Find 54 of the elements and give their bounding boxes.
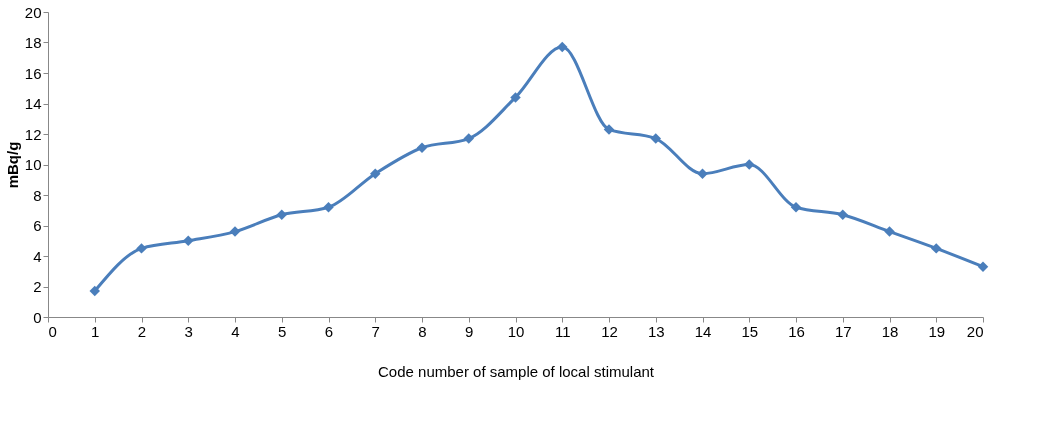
x-tick-label: 5 [278,322,287,340]
point [323,201,334,213]
x-tick-label: 1 [91,322,100,340]
x-tick-label: 3 [184,322,193,340]
y-tick-label: 14 [24,95,42,112]
y-tick-label: 10 [24,156,42,173]
point [370,168,381,179]
point [977,261,989,272]
y-tick-label: 0 [33,308,42,326]
x-tick-label: 11 [554,322,571,340]
y-axis-title: mBq/g [3,141,21,189]
point [931,243,942,254]
point [89,285,100,297]
x-tick-label: 4 [231,322,240,340]
point [790,201,802,213]
y-tick-label: 8 [33,186,42,204]
x-tick-label: 9 [465,322,474,340]
point [837,209,848,221]
x-tick-label: 12 [601,322,618,340]
point [183,235,194,246]
point [276,209,287,221]
x-tick-label: 2 [137,322,147,340]
point [557,41,568,53]
x-tick-label: 13 [647,322,665,340]
y-tick-label: 16 [24,64,42,82]
point [603,124,615,135]
point [650,133,661,144]
point [884,226,895,237]
x-tick-label: 17 [834,322,852,340]
x-tick-label: 15 [741,322,759,340]
x-tick-label: 6 [324,322,334,340]
x-tick-label: 20 [966,322,984,340]
x-tick-label: 14 [694,322,712,340]
point [229,226,241,237]
y-tick-label: 20 [24,3,42,21]
x-tick-label: 18 [881,322,899,340]
y-tick-label: 2 [33,278,42,295]
point [136,243,147,254]
point [697,168,708,179]
x-tick-label: 0 [48,322,57,340]
y-tick-label: 4 [33,247,42,265]
y-tick-label: 12 [24,125,42,143]
x-tick-label: 10 [507,322,525,340]
point [416,142,428,153]
x-tick-label: 8 [418,322,427,340]
x-axis-title: Code number of sample of local stimulant [378,362,655,380]
x-tick-label: 16 [788,322,805,340]
point [463,133,474,144]
point [510,92,521,103]
y-tick-label: 18 [24,34,42,51]
point [744,159,755,170]
y-tick-label: 6 [33,217,42,234]
x-tick-label: 19 [928,322,946,340]
x-tick-label: 7 [371,322,380,340]
